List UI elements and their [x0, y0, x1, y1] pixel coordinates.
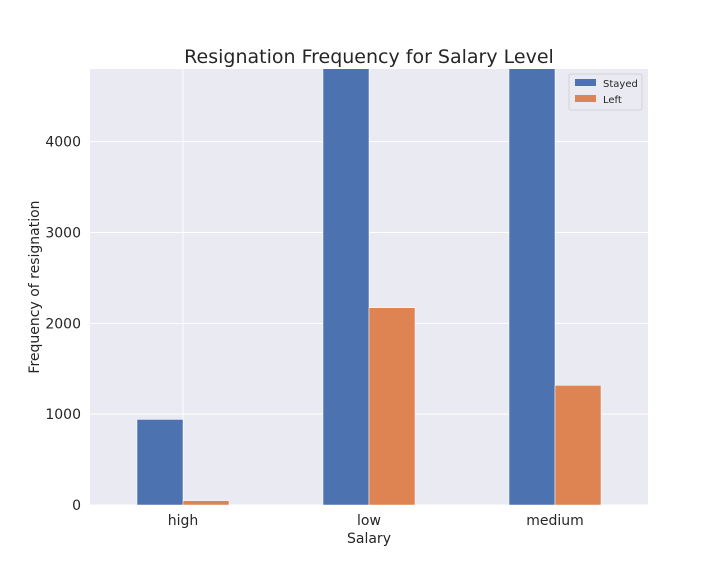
y-tick-label: 4000: [45, 135, 81, 151]
bar-stayed-medium: [508, 69, 556, 505]
chart-title: Resignation Frequency for Salary Level: [184, 46, 554, 68]
y-tick-label: 3000: [45, 226, 81, 242]
legend-swatch-left: [575, 95, 596, 102]
bar-left-medium: [554, 385, 602, 505]
legend-swatch-stayed: [575, 79, 596, 86]
x-tick-label-low: low: [357, 513, 381, 529]
bar-left-high: [182, 500, 230, 505]
x-tick-label-medium: medium: [526, 513, 584, 529]
legend-label-stayed: Stayed: [603, 79, 638, 90]
bar-left-low: [368, 307, 416, 505]
y-axis-label: Frequency of resignation: [27, 200, 43, 373]
bar-stayed-high: [136, 419, 184, 505]
y-tick-label: 1000: [45, 407, 81, 423]
legend-label-left: Left: [603, 95, 622, 106]
legend: Stayed Left: [568, 73, 643, 111]
y-tick-label: 2000: [45, 316, 81, 332]
x-axis-ticks: high low medium: [168, 513, 584, 529]
bar-stayed-low: [322, 69, 370, 505]
bars: [136, 69, 602, 505]
y-axis-ticks: 0 1000 2000 3000 4000: [45, 135, 81, 514]
x-axis-label: Salary: [347, 531, 391, 547]
y-tick-label: 0: [72, 498, 81, 514]
x-tick-label-high: high: [168, 513, 199, 529]
